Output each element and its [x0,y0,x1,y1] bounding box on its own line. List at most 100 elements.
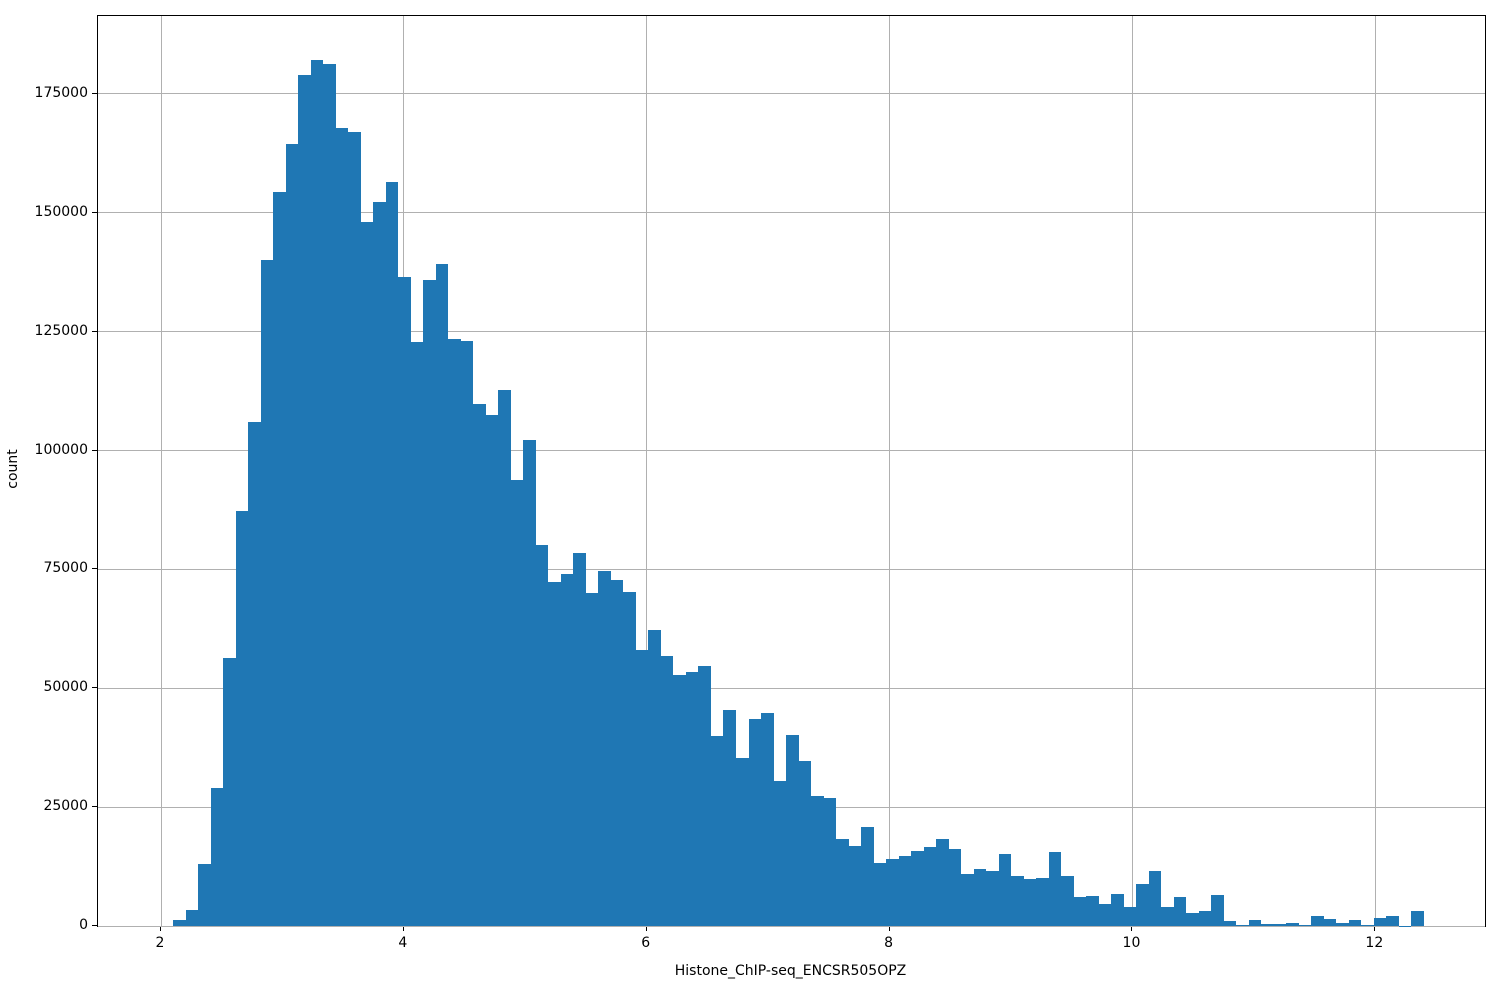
y-gridline [98,331,1485,333]
histogram-bar [573,553,586,926]
histogram-bar [886,859,899,926]
x-gridline [160,16,162,926]
histogram-bar [736,758,749,926]
y-tick-label: 125000 [34,322,88,339]
y-gridline [98,450,1485,452]
histogram-bar [948,849,962,926]
histogram-bar [585,592,599,926]
histogram-bar [698,665,711,926]
histogram-bar [973,869,987,926]
histogram-bar [1248,919,1262,926]
histogram-bar [1148,871,1162,926]
histogram-bar [373,201,386,926]
x-gridline [889,16,891,926]
histogram-bar [936,838,949,926]
histogram-bar [1111,893,1124,926]
histogram-bar [423,280,436,926]
histogram-bar [673,674,686,926]
x-tick-label: 2 [155,935,165,951]
histogram-bar [310,59,324,926]
histogram-bar [1236,924,1249,926]
histogram-bar [235,510,249,926]
histogram-bar [998,853,1012,926]
x-gridline [1374,16,1376,926]
histogram-bar [836,839,849,926]
histogram-bar [848,846,862,926]
histogram-bar [1298,924,1312,926]
histogram-bar [961,874,974,926]
histogram-bar [986,870,999,926]
histogram-bar [748,719,761,926]
histogram-bar [410,341,424,926]
histogram-bar [1136,884,1149,926]
histogram-bar [1086,896,1099,926]
histogram-bar [273,191,286,926]
histogram-bar [1186,912,1199,926]
histogram-bar [435,263,449,926]
histogram-bar [185,910,199,926]
histogram-bar [773,781,787,926]
histogram-bar [1361,925,1374,926]
histogram-bar [1261,923,1274,926]
histogram-bar [1273,924,1287,926]
histogram-bar [911,850,924,926]
x-gridline [1131,16,1133,926]
plot-area [97,15,1486,927]
histogram-bar [335,128,349,926]
histogram-bar [460,341,474,926]
y-axis-label: count [5,449,21,489]
x-tick-mark [1131,926,1133,931]
y-gridline [98,687,1485,689]
x-gridline [646,16,648,926]
histogram-bar [635,649,649,926]
histogram-bar [1123,907,1137,926]
histogram-bar [1411,911,1424,926]
histogram-bar [660,656,674,926]
x-axis-label: Histone_ChIP-seq_ENCSR505OPZ [674,963,907,979]
histogram-bar [648,629,661,926]
y-tick-mark [92,449,97,451]
histogram-bar [210,788,224,926]
histogram-bar [1323,919,1337,926]
x-tick-label: 4 [398,935,408,951]
histogram-bar [248,422,261,926]
x-tick-mark [160,926,162,931]
histogram-bar [260,260,274,926]
histogram-bar [323,63,336,926]
histogram-bar [610,579,624,926]
histogram-bar [223,658,236,926]
histogram-bar [873,862,887,926]
histogram-bar [861,827,874,926]
histogram-bar [1036,878,1049,926]
x-tick-label: 8 [884,935,894,951]
histogram-bar [173,920,186,926]
histogram-bar [623,591,636,926]
x-tick-mark [645,926,647,931]
histogram-bar [1311,916,1324,926]
y-tick-mark [92,568,97,570]
x-tick-label: 10 [1122,935,1141,951]
y-tick-label: 50000 [43,679,88,696]
histogram-bar [485,415,499,926]
x-tick-label: 12 [1365,935,1384,951]
y-tick-label: 25000 [43,798,88,815]
y-tick-label: 175000 [34,84,88,101]
histogram-bar [398,277,411,926]
histogram-bar [523,440,536,926]
histogram-bar [1073,897,1087,926]
histogram-bar [798,760,812,926]
y-tick-label: 75000 [43,560,88,577]
histogram-bar [298,74,311,926]
y-tick-mark [92,806,97,808]
y-tick-label: 0 [79,917,88,933]
y-tick-mark [92,687,97,689]
y-tick-label: 150000 [34,203,88,220]
histogram-bar [1336,922,1349,926]
histogram-bar [823,797,837,926]
histogram-bar [348,131,361,926]
histogram-bar [360,221,374,926]
histogram-bar [723,710,736,926]
histogram-bar [1098,903,1112,926]
y-gridline [98,568,1485,570]
x-tick-mark [402,926,404,931]
